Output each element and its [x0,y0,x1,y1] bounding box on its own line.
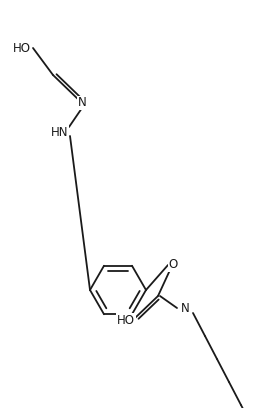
Text: O: O [168,259,178,271]
Text: HO: HO [117,313,135,326]
Text: HO: HO [13,42,31,55]
Text: N: N [78,97,86,109]
Text: HN: HN [51,126,69,138]
Text: N: N [181,302,189,315]
